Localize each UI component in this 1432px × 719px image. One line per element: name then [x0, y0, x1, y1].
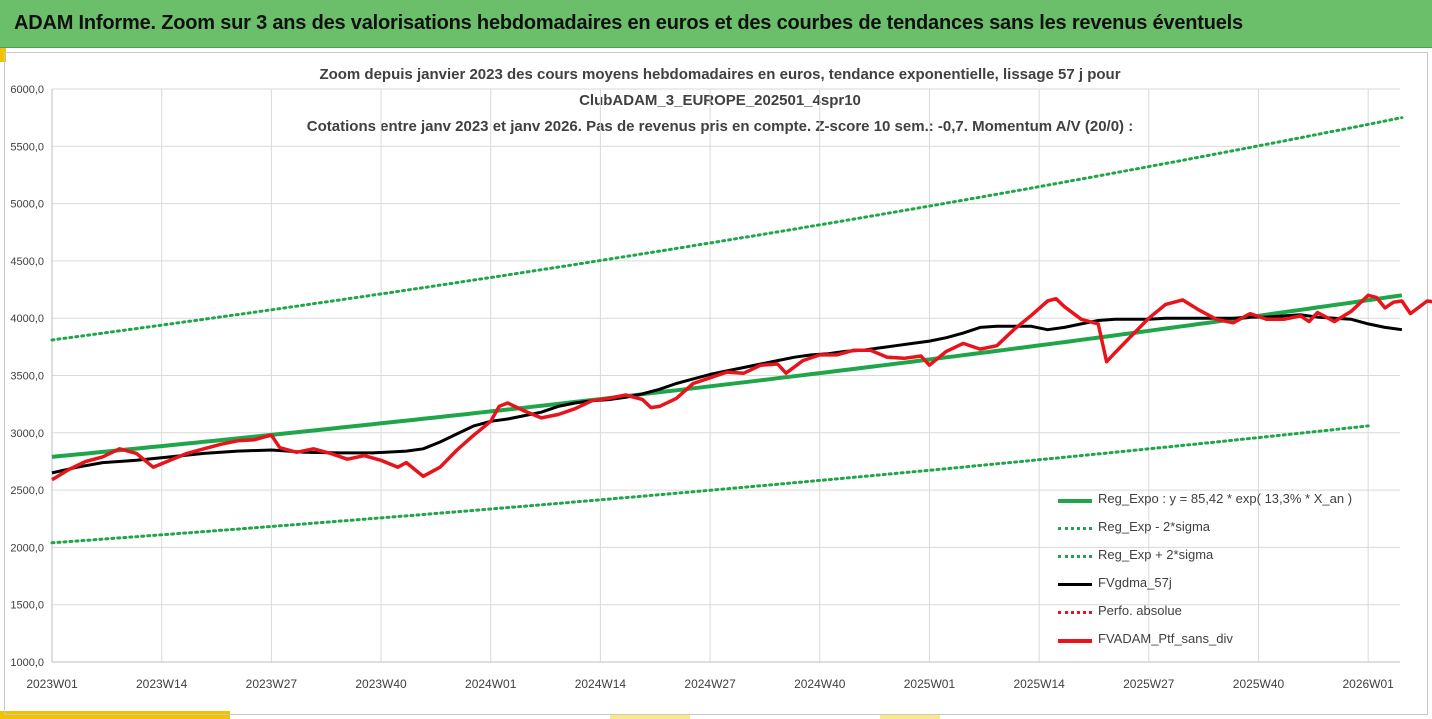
page-title: ADAM Informe. Zoom sur 3 ans des valoris… [14, 12, 1243, 34]
series-line-reg-exp-2-sigma [50, 424, 1370, 545]
x-tick-label: 2023W14 [136, 677, 188, 691]
y-tick-label: 1500,0 [10, 600, 44, 612]
series-line-fvadam-ptf-sans-div [51, 293, 1432, 482]
legend-swatch-dotted-red [1058, 611, 1092, 614]
x-tick-label: 2025W40 [1233, 677, 1285, 691]
bottom-accent-1 [610, 715, 690, 719]
y-tick-label: 2500,0 [10, 485, 44, 497]
x-tick-label: 2023W27 [246, 677, 298, 691]
legend-label: FVADAM_Ptf_sans_div [1098, 631, 1233, 646]
corner-accent [0, 48, 6, 62]
legend-label: Reg_Exp - 2*sigma [1098, 519, 1210, 534]
x-tick-label: 2024W01 [465, 677, 517, 691]
y-tick-label: 2000,0 [10, 542, 44, 554]
series-line-fvgdma-57j [51, 313, 1403, 475]
legend-label: Reg_Exp + 2*sigma [1098, 547, 1214, 562]
legend-label: Perfo. absolue [1098, 603, 1182, 618]
legend-swatch-solid-red [1058, 639, 1092, 643]
chart-title-line-1: Zoom depuis janvier 2023 des cours moyen… [319, 66, 1121, 83]
legend-swatch-solid-black [1058, 583, 1092, 586]
legend-swatch-solid-green [1058, 499, 1092, 503]
x-tick-label: 2024W14 [575, 677, 627, 691]
x-tick-label: 2025W27 [1123, 677, 1175, 691]
chart-title-line-2: ClubADAM_3_EUROPE_202501_4spr10 [579, 92, 861, 109]
chart-title-line-3: Cotations entre janv 2023 et janv 2026. … [306, 118, 1134, 135]
legend-item-fvadam: FVADAM_Ptf_sans_div [1058, 628, 1388, 656]
header-bar: ADAM Informe. Zoom sur 3 ans des valoris… [0, 0, 1432, 48]
y-tick-label: 4500,0 [10, 256, 44, 268]
y-tick-label: 3500,0 [10, 371, 44, 383]
x-tick-label: 2025W01 [904, 677, 956, 691]
chart-legend: Reg_Expo : y = 85,42 * exp( 13,3% * X_an… [1058, 488, 1388, 656]
y-tick-label: 6000,0 [10, 84, 44, 96]
legend-item-fvgdma: FVgdma_57j [1058, 572, 1388, 600]
series-line-reg-exp-2-sigma [50, 116, 1404, 342]
legend-swatch-dotted-green [1058, 527, 1092, 530]
x-tick-label: 2024W40 [794, 677, 846, 691]
series-line-reg-expo-y-85-42-exp-13-3-x-an [51, 293, 1403, 459]
legend-label: Reg_Expo : y = 85,42 * exp( 13,3% * X_an… [1098, 491, 1353, 506]
y-tick-label: 5000,0 [10, 199, 44, 211]
legend-item-reg-exp-minus: Reg_Exp - 2*sigma [1058, 516, 1388, 544]
legend-item-reg-expo: Reg_Expo : y = 85,42 * exp( 13,3% * X_an… [1058, 488, 1388, 516]
y-tick-label: 3000,0 [10, 428, 44, 440]
legend-item-reg-exp-plus: Reg_Exp + 2*sigma [1058, 544, 1388, 572]
x-tick-label: 2026W01 [1342, 677, 1394, 691]
x-tick-label: 2023W40 [355, 677, 407, 691]
legend-label: FVgdma_57j [1098, 575, 1172, 590]
x-tick-label: 2025W14 [1013, 677, 1065, 691]
legend-swatch-dotted-green [1058, 555, 1092, 558]
corner-accent-bottom [0, 711, 230, 719]
y-tick-label: 1000,0 [10, 657, 44, 669]
x-tick-label: 2024W27 [684, 677, 736, 691]
x-tick-label: 2023W01 [26, 677, 78, 691]
y-tick-label: 5500,0 [10, 141, 44, 153]
bottom-accent-2 [880, 715, 940, 719]
chart-frame [4, 52, 1428, 715]
y-tick-label: 4000,0 [10, 313, 44, 325]
legend-item-perfo-absolue: Perfo. absolue [1058, 600, 1388, 628]
